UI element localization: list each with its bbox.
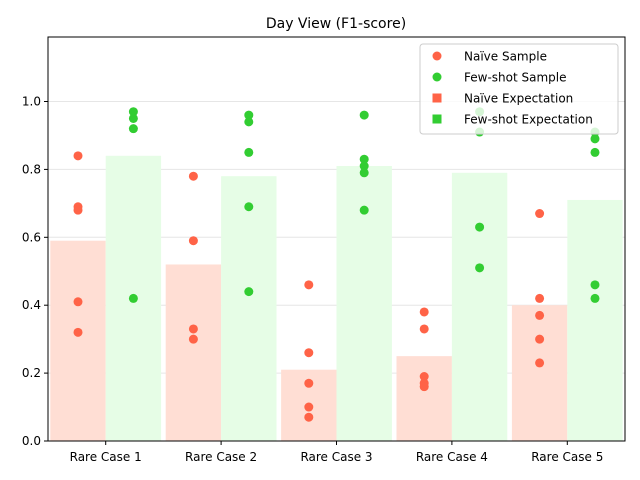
x-tick-label: Rare Case 1 xyxy=(70,450,142,464)
naive-sample-point xyxy=(304,348,314,358)
fewshot-sample-point xyxy=(590,293,600,303)
fewshot-sample-point xyxy=(359,110,369,120)
axis-layer: 0.0 0.2 0.4 0.6 0.8 1.0 Rare Case 1 Rare Case 2… xyxy=(22,95,603,464)
naive-sample-point xyxy=(419,324,429,334)
fewshot-sample-point xyxy=(475,263,485,273)
naive-sample-point xyxy=(419,371,429,381)
legend-label: Few-shot Sample xyxy=(464,71,567,85)
naive-sample-point xyxy=(73,327,83,337)
naive-sample-point xyxy=(304,280,314,290)
fewshot-sample-point xyxy=(244,287,254,297)
naive-sample-point xyxy=(188,324,198,334)
legend-label: Naïve Sample xyxy=(464,50,547,64)
chart-title: Day View (F1-score) xyxy=(266,16,406,32)
fewshot-expectation-bar xyxy=(451,172,508,441)
fewshot-expectation-bar xyxy=(567,199,623,441)
naive-expectation-bar xyxy=(50,240,106,441)
fewshot-sample-point xyxy=(475,222,485,232)
naive-sample-point xyxy=(304,378,314,388)
naive-sample-point xyxy=(304,402,314,412)
legend-marker-circle xyxy=(432,51,442,61)
fewshot-sample-point xyxy=(359,154,369,164)
fewshot-sample-point xyxy=(244,202,254,212)
fewshot-sample-point xyxy=(590,280,600,290)
fewshot-sample-point xyxy=(244,117,254,127)
naive-expectation-bar xyxy=(165,264,222,441)
naive-expectation-bar xyxy=(396,356,452,441)
naive-sample-point xyxy=(535,293,545,303)
legend-marker-square xyxy=(432,114,442,124)
x-tick-label: Rare Case 3 xyxy=(300,450,372,464)
fewshot-sample-point xyxy=(359,168,369,178)
naive-sample-point xyxy=(535,209,545,219)
naive-sample-point xyxy=(304,412,314,422)
fewshot-sample-point xyxy=(590,147,600,157)
y-tick-label: 0.4 xyxy=(22,298,41,312)
fewshot-sample-point xyxy=(128,107,138,117)
fewshot-sample-point xyxy=(128,293,138,303)
legend-label: Few-shot Expectation xyxy=(464,113,593,127)
fewshot-sample-point xyxy=(244,147,254,157)
legend-box xyxy=(419,43,619,135)
legend-label: Naïve Expectation xyxy=(464,92,573,106)
point-layer xyxy=(73,107,600,422)
naive-sample-point xyxy=(73,205,83,215)
y-tick-label: 0.8 xyxy=(22,162,41,176)
fewshot-sample-point xyxy=(128,124,138,134)
naive-sample-point xyxy=(535,334,545,344)
naive-sample-point xyxy=(188,171,198,181)
x-tick-label: Rare Case 5 xyxy=(531,450,603,464)
fewshot-sample-point xyxy=(590,134,600,144)
naive-sample-point xyxy=(535,358,545,368)
naive-sample-point xyxy=(188,236,198,246)
x-tick-label: Rare Case 4 xyxy=(416,450,488,464)
fewshot-sample-point xyxy=(244,110,254,120)
legend: Naïve Sample Few-shot Sample Naïve Expecta… xyxy=(419,43,619,135)
fewshot-sample-point xyxy=(359,205,369,215)
legend-marker-square xyxy=(432,93,442,103)
fewshot-expectation-bar xyxy=(221,176,277,441)
fewshot-sample-point xyxy=(128,113,138,123)
y-tick-label: 0.0 xyxy=(22,434,41,448)
y-tick-label: 0.6 xyxy=(22,230,41,244)
fewshot-sample-point xyxy=(359,161,369,171)
naive-sample-point xyxy=(188,334,198,344)
y-tick-label: 0.2 xyxy=(22,366,41,380)
naive-sample-point xyxy=(73,151,83,161)
y-tick-label: 1.0 xyxy=(22,95,41,109)
bar-layer xyxy=(50,155,623,441)
naive-sample-point xyxy=(535,310,545,320)
naive-sample-point xyxy=(73,297,83,307)
naive-sample-point xyxy=(419,307,429,317)
legend-marker-circle xyxy=(432,72,442,82)
naive-expectation-bar xyxy=(511,305,568,441)
naive-sample-point xyxy=(419,382,429,392)
x-tick-label: Rare Case 2 xyxy=(185,450,257,464)
